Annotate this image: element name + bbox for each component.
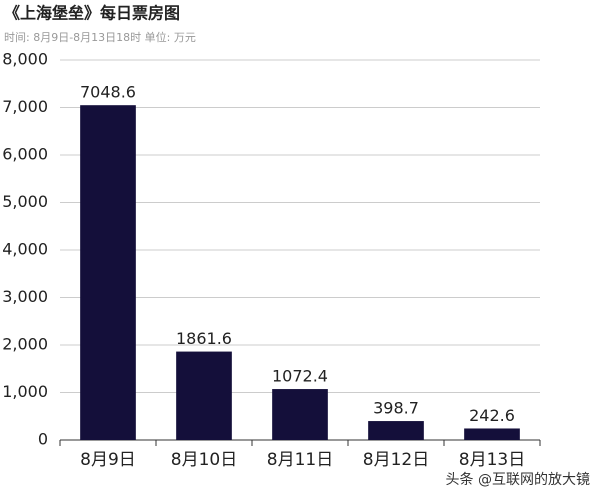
y-tick-label: 6,000 [2,145,48,164]
value-label: 1861.6 [176,329,232,348]
y-tick-label: 8,000 [2,50,48,69]
value-label: 242.6 [469,406,515,425]
y-tick-label: 4,000 [2,240,48,259]
x-tick-label: 8月12日 [363,450,429,470]
y-tick-label: 1,000 [2,382,48,401]
bar [176,351,232,440]
bar [272,389,328,440]
value-label: 1072.4 [272,367,328,386]
bar [80,105,136,440]
bar [464,428,520,440]
chart-subtitle: 时间: 8月9日-8月13日18时 单位: 万元 [4,30,196,44]
y-tick-label: 0 [38,430,48,449]
chart-title: 《上海堡垒》每日票房图 [4,4,180,23]
x-tick-label: 8月13日 [459,450,525,470]
x-tick-label: 8月10日 [171,450,237,470]
x-tick-label: 8月9日 [80,450,136,470]
value-label: 7048.6 [80,83,136,102]
value-label: 398.7 [373,399,419,418]
bar [368,421,424,440]
y-tick-label: 7,000 [2,97,48,116]
y-tick-label: 3,000 [2,287,48,306]
y-tick-label: 2,000 [2,335,48,354]
y-tick-label: 5,000 [2,192,48,211]
x-tick-label: 8月11日 [267,450,333,470]
watermark: 头条 @互联网的放大镜 [446,471,590,488]
